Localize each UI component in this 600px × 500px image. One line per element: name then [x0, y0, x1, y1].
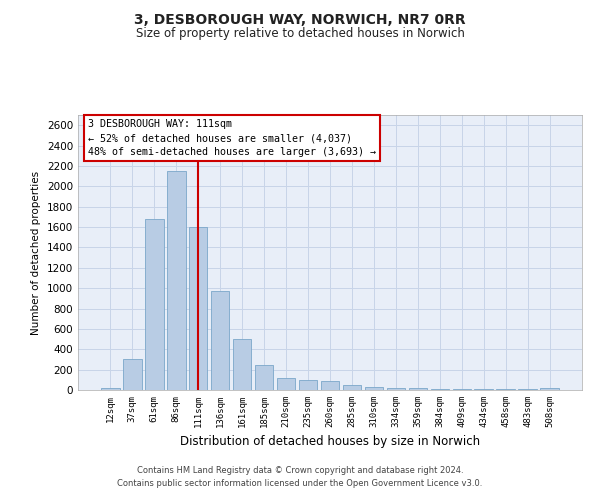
Text: 3 DESBOROUGH WAY: 111sqm
← 52% of detached houses are smaller (4,037)
48% of sem: 3 DESBOROUGH WAY: 111sqm ← 52% of detach…	[88, 119, 376, 157]
Text: 3, DESBOROUGH WAY, NORWICH, NR7 0RR: 3, DESBOROUGH WAY, NORWICH, NR7 0RR	[134, 12, 466, 26]
X-axis label: Distribution of detached houses by size in Norwich: Distribution of detached houses by size …	[180, 436, 480, 448]
Bar	[365, 388, 383, 390]
Bar	[475, 389, 493, 390]
Bar	[541, 388, 559, 390]
Text: Size of property relative to detached houses in Norwich: Size of property relative to detached ho…	[136, 28, 464, 40]
Bar	[431, 389, 449, 390]
Bar	[386, 388, 405, 390]
Bar	[233, 339, 251, 390]
Bar	[255, 365, 274, 390]
Bar	[123, 360, 142, 390]
Bar	[101, 388, 119, 390]
Bar	[320, 382, 340, 390]
Bar	[277, 378, 295, 390]
Text: Contains HM Land Registry data © Crown copyright and database right 2024.
Contai: Contains HM Land Registry data © Crown c…	[118, 466, 482, 487]
Bar	[299, 380, 317, 390]
Bar	[409, 388, 427, 390]
Bar	[167, 171, 185, 390]
Bar	[211, 291, 229, 390]
Bar	[343, 386, 361, 390]
Bar	[189, 227, 208, 390]
Y-axis label: Number of detached properties: Number of detached properties	[31, 170, 41, 334]
Bar	[452, 389, 471, 390]
Bar	[145, 219, 164, 390]
